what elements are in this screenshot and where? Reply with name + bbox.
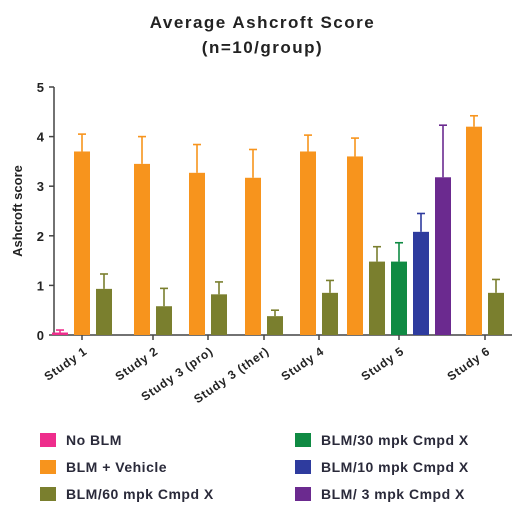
bar (211, 294, 227, 335)
y-tick-label: 0 (37, 328, 44, 343)
legend-swatch (40, 487, 56, 501)
bar (52, 332, 68, 335)
bar (413, 231, 429, 335)
bar (74, 151, 90, 335)
bar (96, 288, 112, 335)
bar (245, 177, 261, 335)
legend-item: BLM/10 mpk Cmpd X (295, 457, 469, 477)
y-tick-label: 3 (37, 179, 44, 194)
legend-label: BLM + Vehicle (66, 459, 168, 475)
y-axis-label: Ashcroft score (10, 165, 25, 257)
bar (391, 261, 407, 335)
bar (189, 172, 205, 335)
x-tick-label: Study 6 (445, 344, 493, 384)
legend-item: BLM/30 mpk Cmpd X (295, 430, 469, 450)
chart-subtitle: (n=10/group) (201, 38, 324, 57)
y-tick-label: 5 (37, 80, 44, 95)
bar (466, 126, 482, 336)
bar (488, 292, 504, 335)
bar (156, 306, 172, 335)
bar (369, 261, 385, 335)
legend-swatch (295, 487, 311, 501)
bar (322, 292, 338, 335)
legend-item: BLM/ 3 mpk Cmpd X (295, 484, 465, 504)
legend-item: BLM + Vehicle (40, 457, 167, 477)
bar (134, 163, 150, 335)
legend-label: BLM/10 mpk Cmpd X (321, 459, 469, 475)
x-tick-label: Study 2 (113, 344, 161, 384)
y-tick-label: 4 (37, 130, 45, 145)
x-tick-label: Study 4 (279, 344, 327, 384)
legend-swatch (40, 433, 56, 447)
bar (300, 151, 316, 335)
legend-item: BLM/60 mpk Cmpd X (40, 484, 214, 504)
legend-label: BLM/30 mpk Cmpd X (321, 432, 469, 448)
legend-swatch (295, 460, 311, 474)
bar (435, 177, 451, 335)
y-tick-label: 2 (37, 229, 44, 244)
bar (347, 156, 363, 335)
legend-label: BLM/60 mpk Cmpd X (66, 486, 214, 502)
x-tick-label: Study 5 (359, 344, 407, 384)
y-tick-label: 1 (37, 278, 44, 293)
bar (267, 316, 283, 335)
legend-item: No BLM (40, 430, 122, 450)
legend-swatch (40, 460, 56, 474)
x-tick-label: Study 1 (42, 344, 90, 384)
chart-title: Average Ashcroft Score (149, 13, 376, 32)
legend-swatch (295, 433, 311, 447)
legend-label: No BLM (66, 432, 122, 448)
legend-label: BLM/ 3 mpk Cmpd X (321, 486, 465, 502)
